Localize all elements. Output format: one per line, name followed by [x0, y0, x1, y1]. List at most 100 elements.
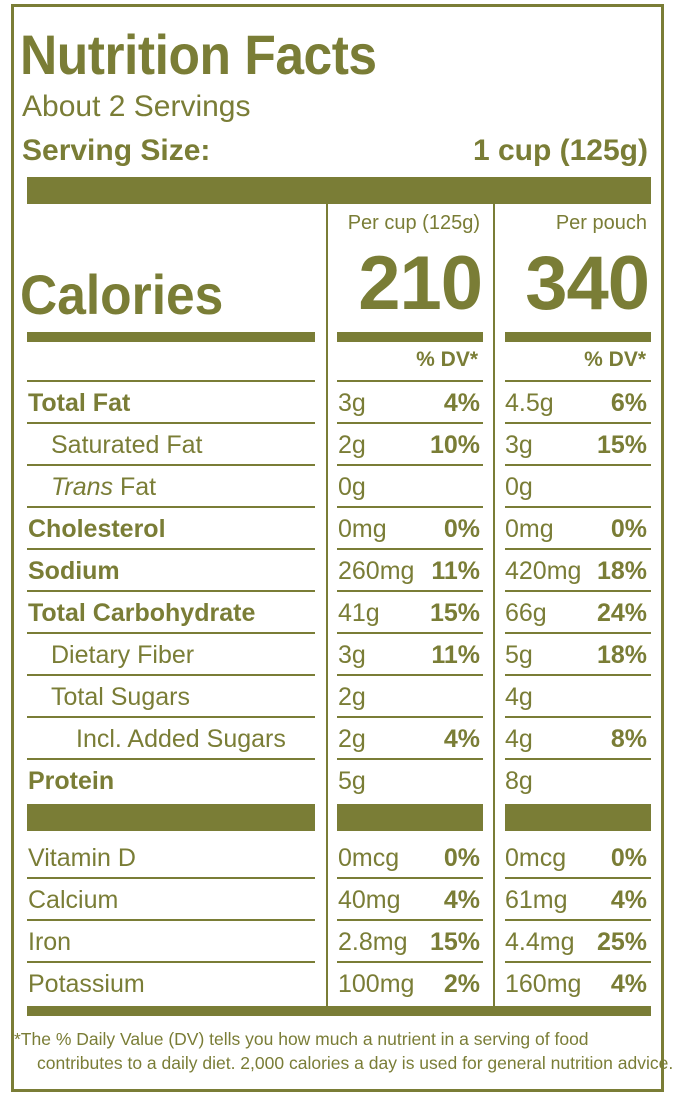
- calories-bar-right: [505, 332, 651, 342]
- nutrient-label: Trans Fat: [51, 466, 156, 508]
- nutrient-amount-per-pouch: 0mg: [505, 515, 554, 543]
- nutrient-label-text: Fat: [113, 473, 157, 501]
- nutrient-amount-per-pouch: 3g: [505, 431, 533, 459]
- row-rule-mid: [337, 422, 483, 424]
- row-rule-right: [505, 506, 651, 508]
- nutrient-amount-per-pouch: 420mg: [505, 557, 582, 585]
- row-rule-left: [27, 758, 315, 760]
- bottom-bar: [27, 1006, 651, 1016]
- row-rule-mid: [337, 632, 483, 634]
- nutrient-label: Sodium: [28, 557, 120, 585]
- row-rule-mid: [337, 548, 483, 550]
- row-rule-right: [505, 590, 651, 592]
- vitamin-rule-right: [505, 877, 651, 879]
- vitamin-amount-per-cup: 2.8mg: [338, 928, 408, 956]
- nutrient-dv-per-pouch: 15%: [596, 431, 647, 459]
- row-rule-right: [505, 716, 651, 718]
- footnote-line-2: contributes to a daily diet. 2,000 calor…: [37, 1053, 674, 1073]
- dv-header-rule-right: [505, 380, 651, 382]
- vitamin-dv-per-cup: 0%: [443, 844, 480, 872]
- vitamin-dv-per-pouch: 4%: [610, 970, 647, 998]
- nutrient-label-italic: Trans: [51, 473, 114, 501]
- nutrient-dv-per-pouch: 0%: [610, 515, 647, 543]
- nutrient-amount-per-pouch: 66g: [505, 599, 547, 627]
- row-rule-mid: [337, 758, 483, 760]
- nutrient-dv-per-cup: 11%: [431, 557, 480, 585]
- vitamin-rule-mid: [337, 961, 483, 963]
- calories-bar-mid: [337, 332, 483, 342]
- column-1-header: Per cup (125g): [347, 212, 480, 234]
- nutrient-dv-per-cup: 10%: [429, 431, 480, 459]
- row-rule-right: [505, 464, 651, 466]
- vitamin-rule-mid: [337, 877, 483, 879]
- vitamin-rule-left: [27, 961, 315, 963]
- vitamin-bar-right: [505, 804, 651, 831]
- vitamin-bar-left: [27, 804, 315, 831]
- nutrition-facts-label: [11, 4, 664, 1092]
- row-rule-right: [505, 674, 651, 676]
- nutrient-dv-per-cup: 0%: [443, 515, 480, 543]
- calories-per-pouch: 340: [525, 241, 650, 326]
- nutrient-label: Cholesterol: [28, 515, 166, 543]
- nutrient-amount-per-cup: 0mg: [338, 515, 387, 543]
- nutrient-amount-per-pouch: 5g: [505, 641, 533, 669]
- nutrient-amount-per-cup: 0g: [338, 473, 366, 501]
- vitamin-bar-mid: [337, 804, 483, 831]
- vitamin-amount-per-pouch: 4.4mg: [505, 928, 575, 956]
- nutrient-amount-per-cup: 3g: [338, 389, 366, 417]
- nutrient-amount-per-pouch: 4g: [505, 725, 533, 753]
- nutrient-label: Dietary Fiber: [51, 641, 195, 669]
- footnote-line-1: *The % Daily Value (DV) tells you how mu…: [14, 1029, 589, 1049]
- vitamin-amount-per-pouch: 61mg: [505, 886, 568, 914]
- row-rule-left: [27, 632, 315, 634]
- vitamin-label: Potassium: [28, 970, 145, 998]
- row-rule-mid: [337, 590, 483, 592]
- vitamin-amount-per-cup: 0mcg: [338, 844, 400, 872]
- vitamin-rule-left: [27, 919, 315, 921]
- vitamin-rule-left: [27, 877, 315, 879]
- row-rule-right: [505, 548, 651, 550]
- nutrient-label: Incl. Added Sugars: [76, 725, 286, 753]
- nutrient-dv-per-pouch: 18%: [596, 557, 647, 585]
- dv-header-rule-left: [27, 380, 315, 382]
- row-rule-left: [27, 716, 315, 718]
- servings-per-container: About 2 Servings: [22, 90, 251, 123]
- nutrient-amount-per-cup: 260mg: [338, 557, 415, 585]
- nutrient-dv-per-cup: 4%: [443, 389, 480, 417]
- nutrient-dv-per-pouch: 6%: [610, 389, 647, 417]
- vitamin-amount-per-cup: 100mg: [338, 970, 415, 998]
- vitamin-dv-per-cup: 2%: [443, 970, 480, 998]
- nutrient-dv-per-cup: 11%: [431, 641, 480, 669]
- nutrient-amount-per-cup: 5g: [338, 767, 366, 795]
- row-rule-left: [27, 590, 315, 592]
- vitamin-dv-per-cup: 15%: [429, 928, 480, 956]
- nutrient-amount-per-pouch: 8g: [505, 767, 533, 795]
- row-rule-right: [505, 758, 651, 760]
- nutrient-amount-per-cup: 2g: [338, 725, 366, 753]
- vitamin-label: Calcium: [28, 886, 119, 914]
- calories-bar-left: [27, 332, 315, 342]
- nutrient-amount-per-cup: 3g: [338, 641, 366, 669]
- nutrient-label: Total Sugars: [51, 683, 190, 711]
- vitamin-rule-mid: [337, 919, 483, 921]
- vitamin-dv-per-cup: 4%: [443, 886, 480, 914]
- nutrient-label: Protein: [28, 767, 115, 795]
- column-divider-1: [326, 204, 328, 1006]
- nutrient-dv-per-cup: 4%: [443, 725, 480, 753]
- column-divider-2: [493, 204, 495, 1006]
- row-rule-left: [27, 422, 315, 424]
- vitamin-amount-per-pouch: 160mg: [505, 970, 582, 998]
- row-rule-left: [27, 674, 315, 676]
- nutrient-label: Saturated Fat: [51, 431, 203, 459]
- row-rule-left: [27, 548, 315, 550]
- dv-header-2: % DV*: [584, 348, 646, 371]
- nutrient-label: Total Carbohydrate: [28, 599, 256, 627]
- calories-label: Calories: [20, 263, 224, 326]
- vitamin-rule-right: [505, 961, 651, 963]
- nutrient-amount-per-pouch: 0g: [505, 473, 533, 501]
- nutrient-amount-per-pouch: 4g: [505, 683, 533, 711]
- row-rule-mid: [337, 506, 483, 508]
- nutrient-dv-per-pouch: 18%: [596, 641, 647, 669]
- calories-per-cup: 210: [358, 241, 483, 326]
- serving-size-value: 1 cup (125g): [472, 134, 648, 167]
